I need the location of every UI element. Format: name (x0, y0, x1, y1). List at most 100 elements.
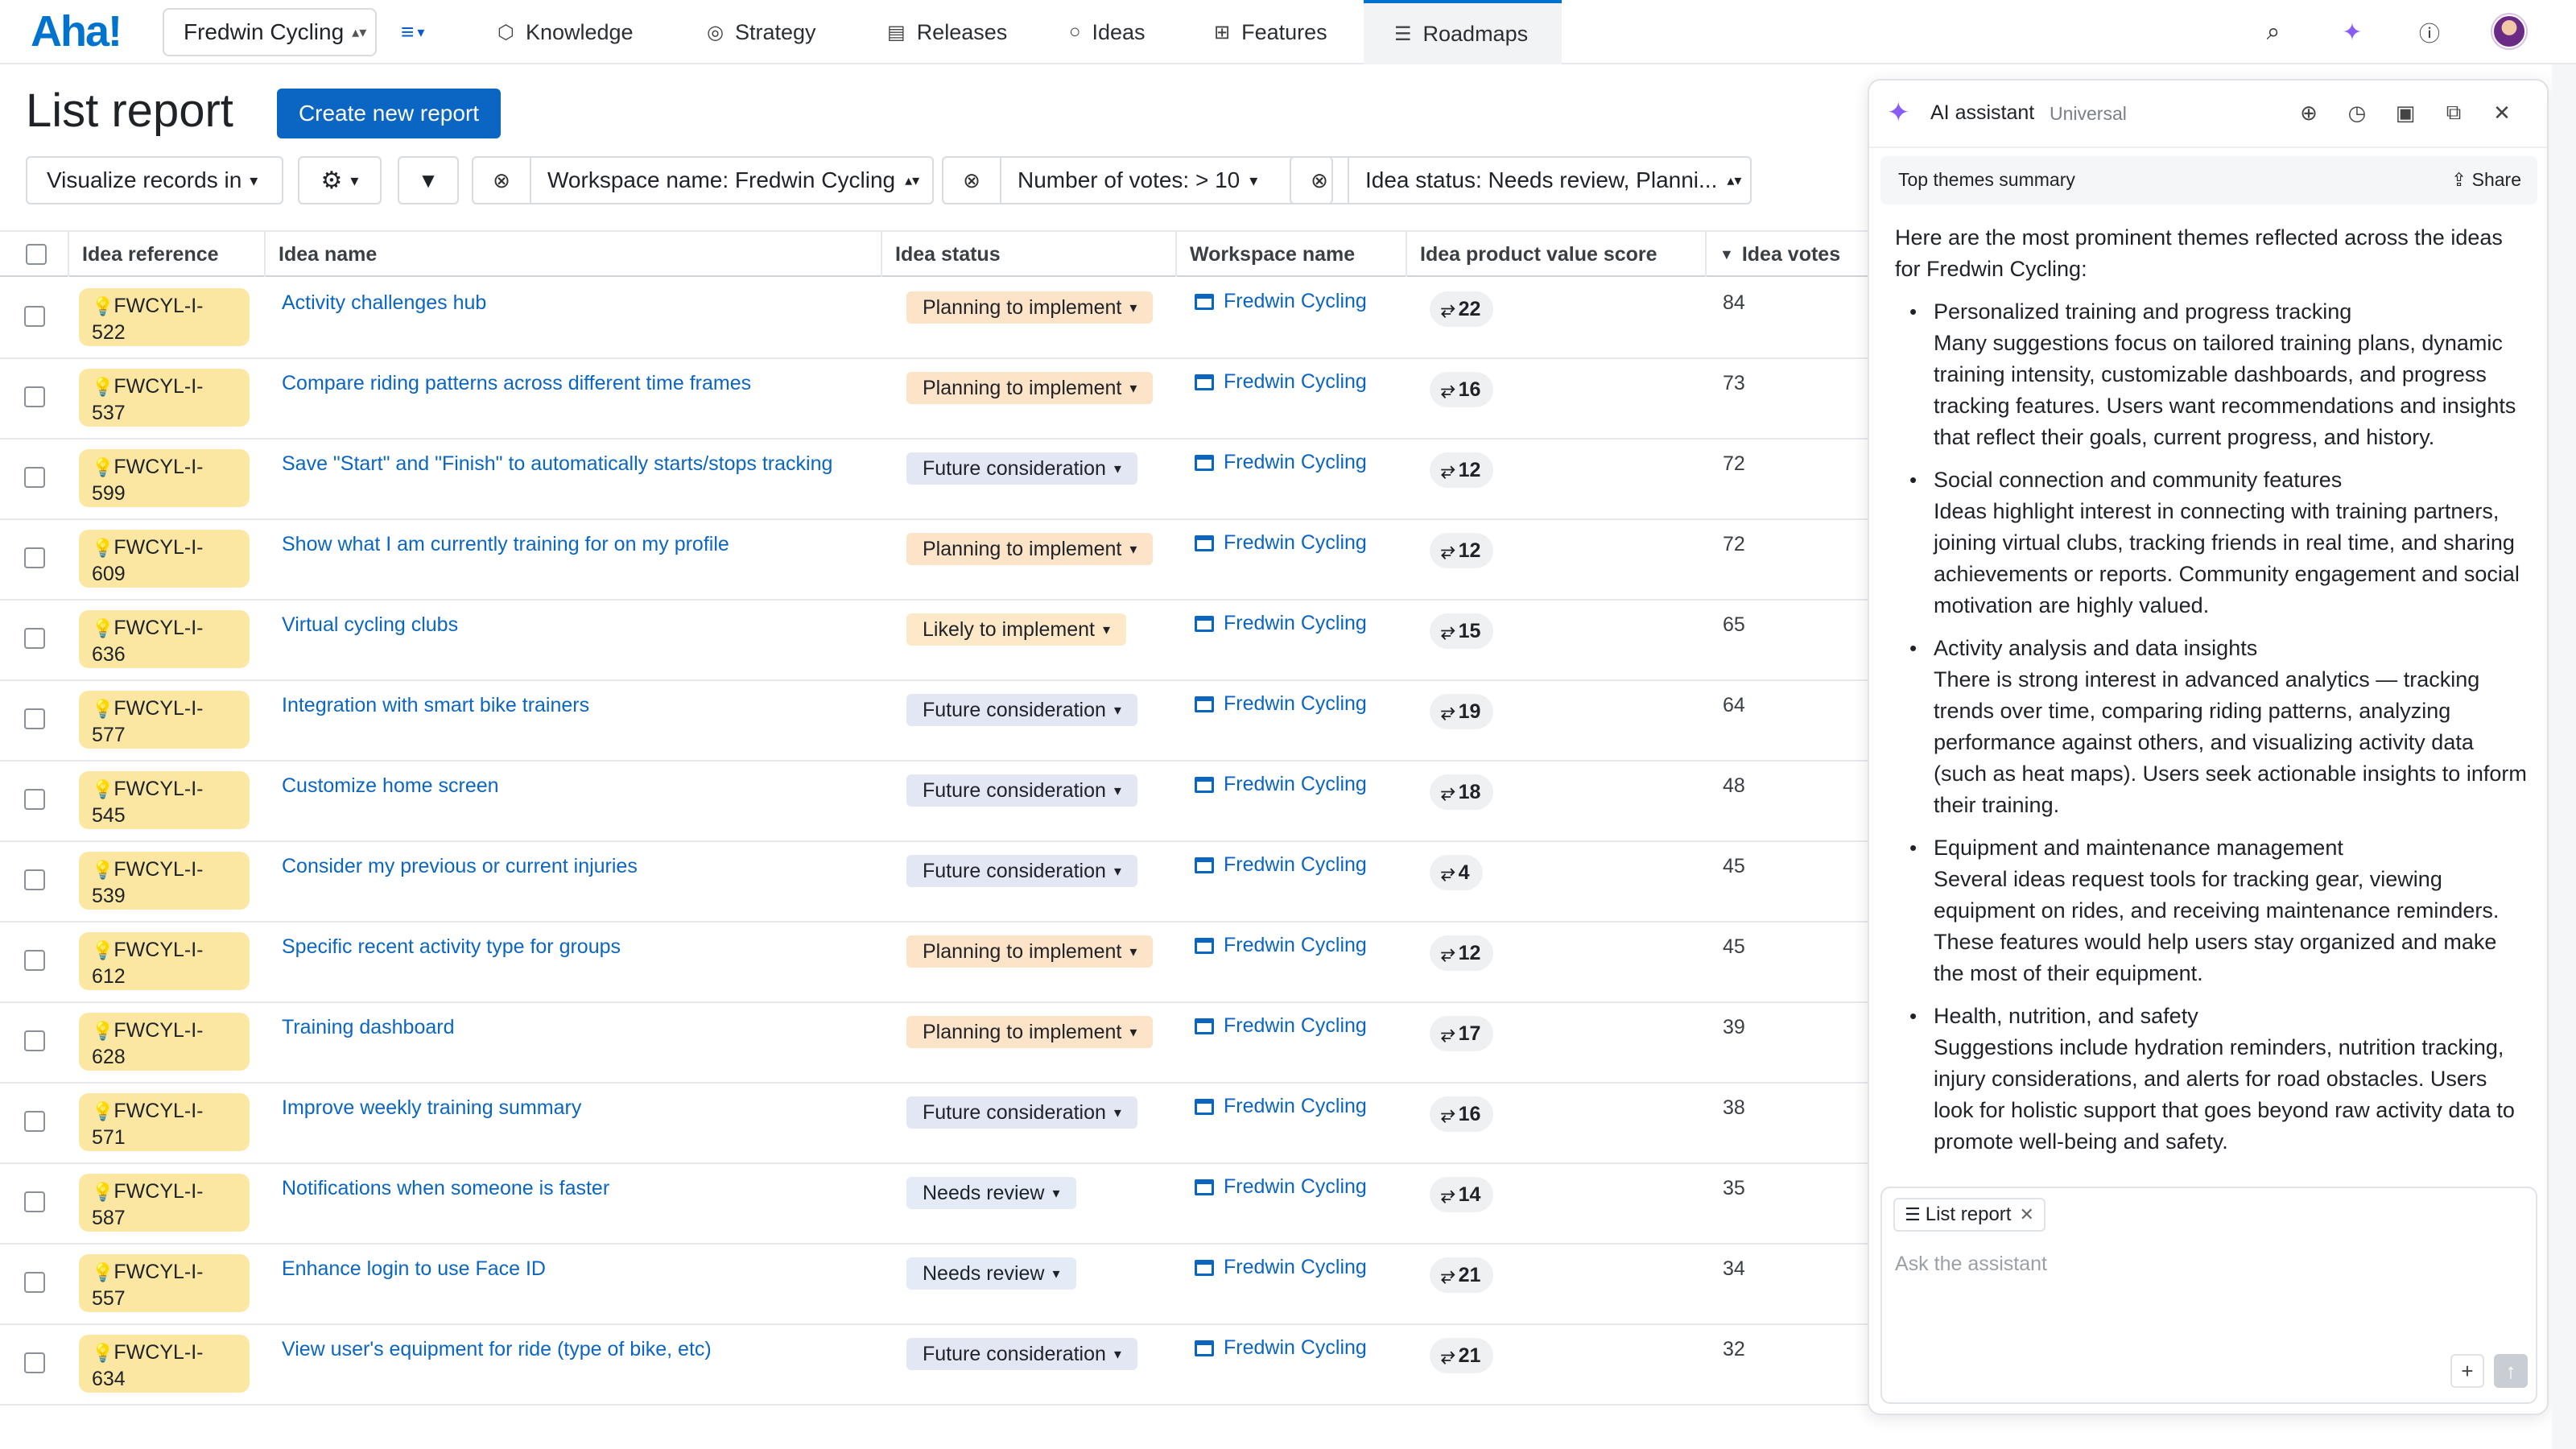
column-header-idea-reference[interactable]: Idea reference (69, 232, 266, 277)
row-checkbox[interactable] (24, 1030, 45, 1051)
row-checkbox[interactable] (24, 708, 45, 729)
row-checkbox[interactable] (24, 789, 45, 810)
idea-status-dropdown[interactable]: Planning to implement ▾ (906, 533, 1154, 565)
row-checkbox[interactable] (24, 467, 45, 488)
product-value-score[interactable]: ⥂ 16 (1430, 1096, 1494, 1132)
popout-icon[interactable]: ⧉ (2446, 100, 2462, 124)
column-header-idea-votes[interactable]: ▼ Idea votes (1707, 232, 1868, 277)
workspace-link[interactable]: Fredwin Cycling (1195, 1014, 1367, 1038)
visualize-records-dropdown[interactable]: Visualize records in ▾ (26, 156, 283, 204)
idea-status-dropdown[interactable]: Planning to implement ▾ (906, 1016, 1154, 1048)
workspace-link[interactable]: Fredwin Cycling (1195, 451, 1367, 474)
tab-strategy[interactable]: ◎ Strategy (676, 0, 847, 64)
history-icon[interactable]: ◷ (2347, 100, 2367, 125)
row-checkbox[interactable] (24, 1191, 45, 1212)
idea-reference-badge[interactable]: 💡FWCYL-I- 628 (79, 1013, 250, 1071)
idea-status-dropdown[interactable]: Needs review ▾ (906, 1177, 1076, 1209)
help-icon[interactable]: ⓘ (2418, 21, 2440, 46)
context-chip[interactable]: ☰ List report ✕ (1893, 1198, 2046, 1232)
row-checkbox[interactable] (24, 547, 45, 568)
idea-name-link[interactable]: Save "Start" and "Finish" to automatical… (282, 452, 833, 475)
idea-name-link[interactable]: Specific recent activity type for groups (282, 935, 621, 958)
table-row[interactable]: 💡FWCYL-I- 577 Integration with smart bik… (0, 679, 1868, 762)
column-header-product-value-score[interactable]: Idea product value score (1407, 232, 1707, 277)
assistant-mode[interactable]: Universal (2050, 103, 2127, 124)
product-value-score[interactable]: ⥂ 21 (1430, 1257, 1494, 1293)
table-row[interactable]: 💡FWCYL-I- 545 Customize home screen Futu… (0, 760, 1868, 842)
idea-status-dropdown[interactable]: Needs review ▾ (906, 1257, 1076, 1290)
remove-context-icon[interactable]: ✕ (2019, 1204, 2034, 1224)
idea-reference-badge[interactable]: 💡FWCYL-I- 545 (79, 771, 250, 829)
table-row[interactable]: 💡FWCYL-I- 539 Consider my previous or cu… (0, 840, 1868, 923)
product-value-score[interactable]: ⥂ 4 (1430, 855, 1483, 890)
product-value-score[interactable]: ⥂ 12 (1430, 935, 1494, 971)
product-value-score[interactable]: ⥂ 18 (1430, 774, 1494, 810)
table-row[interactable]: 💡FWCYL-I- 636 Virtual cycling clubs Like… (0, 599, 1868, 681)
product-value-score[interactable]: ⥂ 19 (1430, 694, 1494, 729)
idea-status-dropdown[interactable]: Future consideration ▾ (906, 1338, 1137, 1370)
row-checkbox[interactable] (24, 869, 45, 890)
idea-reference-badge[interactable]: 💡FWCYL-I- 571 (79, 1093, 250, 1151)
filter-workspace-dropdown[interactable]: Workspace name: Fredwin Cycling ▴▾ (531, 156, 934, 204)
send-button[interactable]: ↑ (2494, 1354, 2528, 1388)
filter-button[interactable]: ▼ (398, 156, 459, 204)
idea-name-link[interactable]: Compare riding patterns across different… (282, 372, 752, 394)
idea-reference-badge[interactable]: 💡FWCYL-I- 599 (79, 449, 250, 507)
table-row[interactable]: 💡FWCYL-I- 634 View user's equipment for … (0, 1323, 1868, 1406)
workspace-link[interactable]: Fredwin Cycling (1195, 1256, 1367, 1279)
table-row[interactable]: 💡FWCYL-I- 609 Show what I am currently t… (0, 518, 1868, 601)
product-value-score[interactable]: ⥂ 14 (1430, 1177, 1494, 1212)
remove-filter-icon[interactable]: ⊗ (1290, 156, 1349, 204)
column-header-idea-name[interactable]: Idea name (266, 232, 882, 277)
idea-status-dropdown[interactable]: Planning to implement ▾ (906, 291, 1154, 324)
tab-knowledge[interactable]: ⬡ Knowledge (467, 0, 664, 64)
table-row[interactable]: 💡FWCYL-I- 599 Save "Start" and "Finish" … (0, 438, 1868, 520)
product-value-score[interactable]: ⥂ 22 (1430, 291, 1494, 327)
remove-filter-icon[interactable]: ⊗ (472, 156, 531, 204)
share-button[interactable]: ⇪ Share (2451, 169, 2521, 191)
tab-roadmaps[interactable]: ☰ Roadmaps (1364, 0, 1562, 64)
search-icon[interactable]: ⌕ (2266, 19, 2281, 45)
row-checkbox[interactable] (24, 306, 45, 327)
ai-sparkle-icon[interactable]: ✦ (2342, 19, 2363, 46)
add-attachment-button[interactable]: + (2450, 1354, 2484, 1388)
column-header-workspace-name[interactable]: Workspace name (1177, 232, 1407, 277)
workspace-link[interactable]: Fredwin Cycling (1195, 773, 1367, 796)
idea-name-link[interactable]: Activity challenges hub (282, 291, 487, 314)
workspace-link[interactable]: Fredwin Cycling (1195, 1336, 1367, 1360)
product-value-score[interactable]: ⥂ 12 (1430, 452, 1494, 488)
idea-status-dropdown[interactable]: Planning to implement ▾ (906, 372, 1154, 404)
table-row[interactable]: 💡FWCYL-I- 628 Training dashboard Plannin… (0, 1001, 1868, 1084)
row-checkbox[interactable] (24, 1111, 45, 1132)
row-checkbox[interactable] (24, 1272, 45, 1293)
tab-ideas[interactable]: ○ Ideas (1038, 0, 1176, 64)
user-avatar[interactable] (2492, 14, 2526, 48)
idea-status-dropdown[interactable]: Planning to implement ▾ (906, 935, 1154, 968)
tab-releases[interactable]: ▤ Releases (857, 0, 1038, 64)
workspace-link[interactable]: Fredwin Cycling (1195, 370, 1367, 394)
idea-reference-badge[interactable]: 💡FWCYL-I- 612 (79, 932, 250, 990)
idea-status-dropdown[interactable]: Future consideration ▾ (906, 774, 1137, 807)
idea-reference-badge[interactable]: 💡FWCYL-I- 634 (79, 1335, 250, 1393)
workspace-link[interactable]: Fredwin Cycling (1195, 692, 1367, 716)
product-value-score[interactable]: ⥂ 17 (1430, 1016, 1494, 1051)
idea-reference-badge[interactable]: 💡FWCYL-I- 577 (79, 691, 250, 749)
idea-name-link[interactable]: Enhance login to use Face ID (282, 1257, 546, 1280)
column-header-idea-status[interactable]: Idea status (882, 232, 1177, 277)
idea-reference-badge[interactable]: 💡FWCYL-I- 522 (79, 288, 250, 346)
product-value-score[interactable]: ⥂ 12 (1430, 533, 1494, 568)
idea-status-dropdown[interactable]: Future consideration ▾ (906, 855, 1137, 887)
idea-reference-badge[interactable]: 💡FWCYL-I- 557 (79, 1254, 250, 1312)
table-row[interactable]: 💡FWCYL-I- 612 Specific recent activity t… (0, 921, 1868, 1003)
workspace-link[interactable]: Fredwin Cycling (1195, 612, 1367, 635)
idea-reference-badge[interactable]: 💡FWCYL-I- 539 (79, 852, 250, 910)
workspace-link[interactable]: Fredwin Cycling (1195, 934, 1367, 957)
row-checkbox[interactable] (24, 628, 45, 649)
idea-status-dropdown[interactable]: Future consideration ▾ (906, 694, 1137, 726)
product-value-score[interactable]: ⥂ 21 (1430, 1338, 1494, 1373)
workspace-switcher[interactable]: Fredwin Cycling ▴▾ (163, 8, 377, 56)
remove-filter-icon[interactable]: ⊗ (942, 156, 1001, 204)
idea-name-link[interactable]: Show what I am currently training for on… (282, 533, 729, 555)
table-row[interactable]: 💡FWCYL-I- 557 Enhance login to use Face … (0, 1243, 1868, 1325)
idea-reference-badge[interactable]: 💡FWCYL-I- 609 (79, 530, 250, 588)
